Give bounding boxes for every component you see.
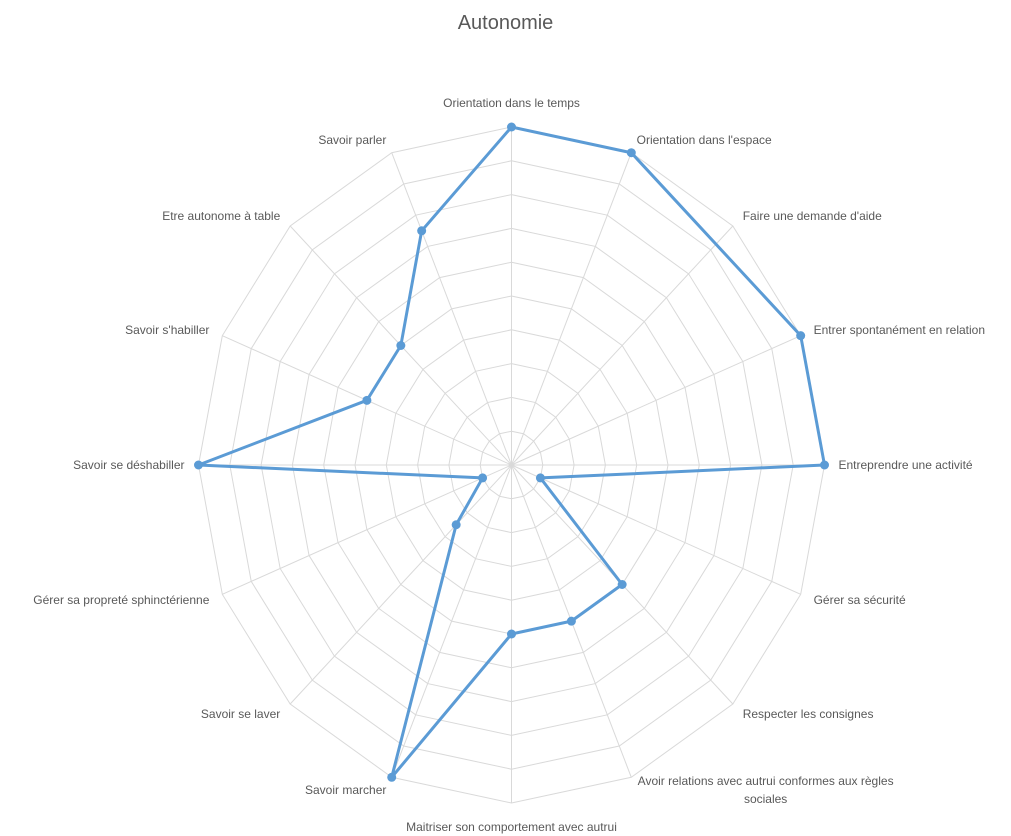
marker bbox=[626, 148, 636, 158]
marker bbox=[796, 331, 806, 341]
category-label: Orientation dans l'espace bbox=[636, 132, 772, 147]
marker bbox=[396, 340, 406, 350]
grid-ring bbox=[229, 160, 794, 770]
category-label: Etre autonome à table bbox=[162, 209, 281, 224]
marker bbox=[451, 520, 461, 530]
category-label: Faire une demande d'aide bbox=[742, 209, 882, 224]
grid-ring bbox=[291, 227, 732, 703]
marker bbox=[362, 395, 372, 405]
grid-ring bbox=[197, 126, 826, 804]
grid-ring bbox=[385, 329, 638, 601]
grid-ring bbox=[323, 261, 700, 669]
grid-ring bbox=[479, 430, 544, 500]
grid-ring bbox=[448, 396, 575, 534]
category-label: Savoir marcher bbox=[305, 783, 387, 798]
category-label: Entreprendre une activité bbox=[838, 458, 973, 472]
series-line bbox=[197, 125, 826, 779]
marker bbox=[507, 122, 516, 132]
category-label: Avoir relations avec autrui conformes au… bbox=[637, 774, 894, 807]
chart-title: Autonomie bbox=[457, 12, 554, 34]
category-label: Savoir parler bbox=[318, 132, 387, 147]
marker bbox=[194, 460, 203, 470]
marker bbox=[417, 226, 427, 236]
category-label: Savoir s'habiller bbox=[125, 323, 210, 338]
marker bbox=[387, 772, 397, 782]
category-label: Orientation dans le temps bbox=[443, 96, 580, 110]
category-label: Entrer spontanément en relation bbox=[813, 323, 986, 338]
category-label: Gérer sa propreté sphinctérienne bbox=[33, 592, 210, 607]
category-label: Respecter les consignes bbox=[742, 706, 874, 721]
category-label: Maitriser son comportement avec autrui bbox=[406, 820, 617, 834]
marker bbox=[535, 473, 545, 483]
marker bbox=[566, 616, 576, 626]
category-label: Savoir se déshabiller bbox=[73, 458, 185, 472]
grid-ring bbox=[417, 363, 606, 567]
category-label: Savoir se laver bbox=[200, 706, 281, 721]
category-label: Gérer sa sécurité bbox=[813, 592, 906, 607]
grid-ring bbox=[260, 194, 763, 736]
marker bbox=[820, 460, 829, 470]
marker bbox=[507, 629, 516, 639]
marker bbox=[617, 580, 627, 590]
marker bbox=[478, 473, 488, 483]
